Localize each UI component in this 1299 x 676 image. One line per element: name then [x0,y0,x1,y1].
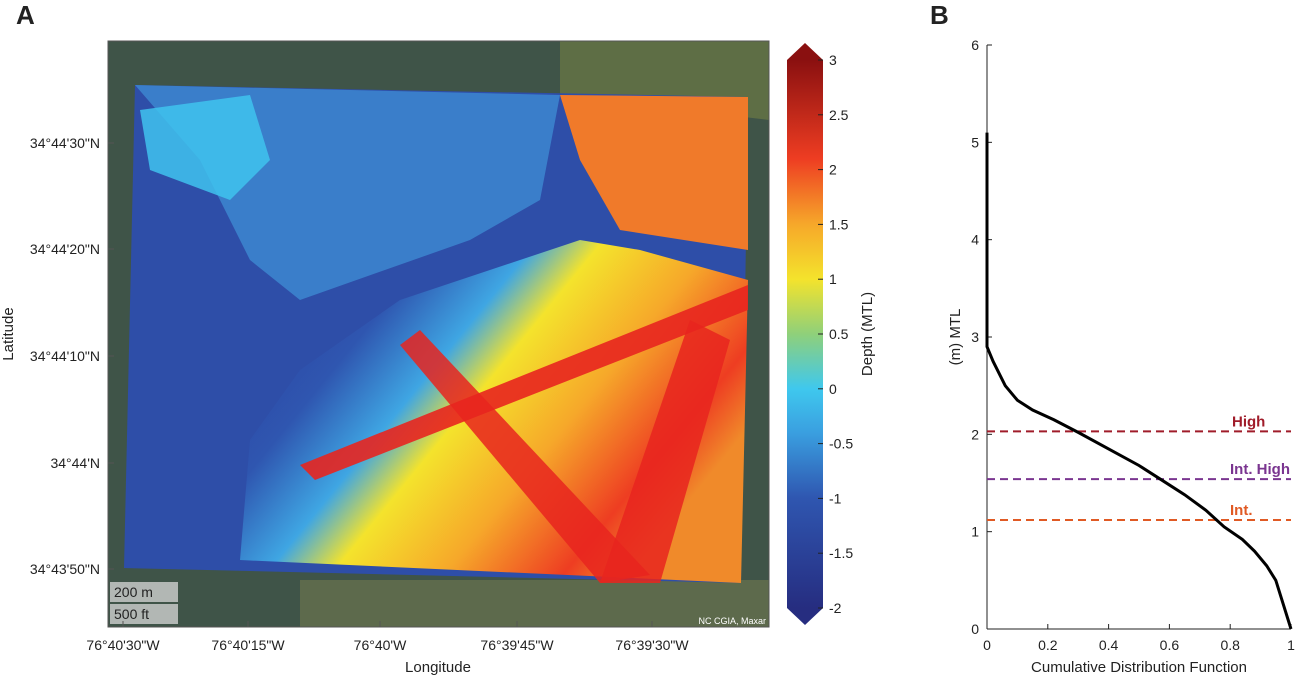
map-x-tick-label: 76°39'45"W [480,637,554,653]
cdf-x-label: Cumulative Distribution Function [1031,659,1247,676]
map-y-ticks: 34°44'30"N 34°44'20"N 34°44'10"N 34°44'N 34°… [30,135,114,577]
cdf-x-tick-label: 0.4 [1099,637,1119,653]
panel-label-b: B [930,0,949,30]
map-x-tick-label: 76°40'30"W [86,637,160,653]
cdf-x-tick-label: 0.6 [1160,637,1180,653]
colorbar-tick-label: 2.5 [829,107,849,123]
colorbar-gradient [787,60,823,608]
map-x-tick-label: 76°39'30"W [615,637,689,653]
colorbar-tick-label: -2 [829,600,842,616]
colorbar-tick-label: 0 [829,381,837,397]
map-y-label: Latitude [0,307,17,360]
high-ground [560,95,748,250]
cdf-y-ticks: 0 1 2 3 4 5 6 [971,37,992,637]
map-frame [107,40,770,628]
threshold-label: Int. High [1230,461,1290,478]
colorbar-tick-label: 1.5 [829,216,849,232]
map-x-tick-label: 76°40'W [354,637,407,653]
cdf-y-tick-label: 1 [971,524,979,540]
colorbar-tick-label: -1 [829,490,842,506]
cdf-x-tick-label: 0.2 [1038,637,1058,653]
runway-main [300,285,748,480]
cdf-curve [985,132,1293,630]
colorbar-ticks: 3 2.5 2 1.5 1 0.5 0 -0.5 -1 -1.5 -2 [818,52,853,616]
colorbar: 3 2.5 2 1.5 1 0.5 0 -0.5 -1 -1.5 -2 Depth (MTL) [787,43,876,625]
cdf-x-ticks: 0 0.2 0.4 0.6 0.8 1 [983,624,1295,653]
cdf-panel: 0 0.2 0.4 0.6 0.8 1 0 1 2 3 4 5 6 High Int. High Int.… [947,37,1295,676]
cdf-thresholds: High Int. High Int. [987,413,1291,521]
scalebar-imperial: 500 ft [114,606,149,622]
colorbar-upper-cap [787,43,823,60]
map-x-label: Longitude [405,659,471,676]
threshold-label: Int. [1230,502,1253,519]
map-attribution: NC CGIA, Maxar [698,616,766,626]
colorbar-tick-label: 1 [829,271,837,287]
colorbar-tick-label: 3 [829,52,837,68]
cdf-x-tick-label: 0.8 [1220,637,1240,653]
map-y-tick-label: 34°44'10"N [30,348,100,364]
map-panel: 200 m 500 ft NC CGIA, Maxar [108,41,769,627]
cdf-y-tick-label: 2 [971,426,979,442]
cdf-x-tick-label: 0 [983,637,991,653]
map-x-tick-label: 76°40'15"W [211,637,285,653]
map-y-tick-label: 34°44'30"N [30,135,100,151]
land-bottom [300,580,769,627]
cdf-y-label: (m) MTL [947,309,964,366]
colorbar-label: Depth (MTL) [859,292,876,376]
cdf-y-tick-label: 6 [971,37,979,53]
shoal-cyan [140,95,270,200]
scalebar-metric: 200 m [114,584,153,600]
colorbar-tick-label: 0.5 [829,326,849,342]
runway-cross [400,330,650,583]
colorbar-tick-label: -1.5 [829,545,853,561]
map-y-tick-label: 34°43'50"N [30,561,100,577]
scalebar: 200 m 500 ft [110,582,178,624]
colorbar-tick-label: -0.5 [829,436,853,452]
cdf-y-tick-label: 5 [971,134,979,150]
cdf-y-tick-label: 0 [971,621,979,637]
panel-label-a: A [16,0,35,30]
colorbar-tick-label: 2 [829,162,837,178]
colorbar-lower-cap [787,608,823,625]
cdf-y-tick-label: 3 [971,329,979,345]
map-y-tick-label: 34°44'N [50,455,100,471]
cdf-x-tick-label: 1 [1287,637,1295,653]
runway-diagonal [600,320,730,583]
map-x-ticks: 76°40'30"W 76°40'15"W 76°40'W 76°39'45"W 76°… [86,621,689,653]
threshold-label: High [1232,413,1265,430]
map-y-tick-label: 34°44'20"N [30,241,100,257]
cdf-y-tick-label: 4 [971,232,979,248]
